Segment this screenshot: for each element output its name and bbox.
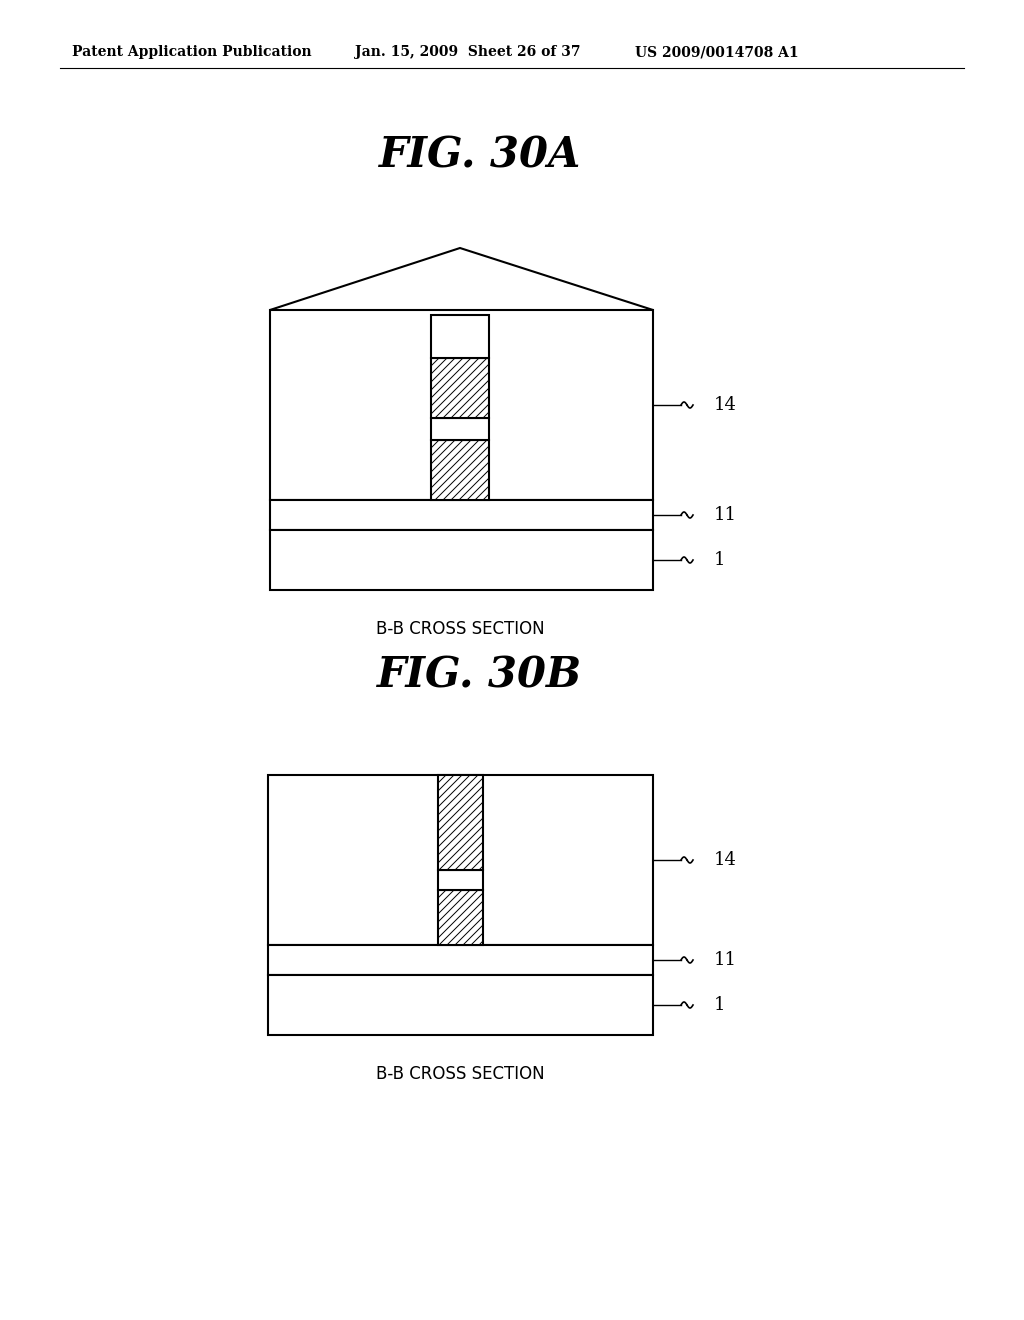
Bar [431, 440, 489, 500]
Text: 14: 14 [714, 851, 737, 869]
Text: 14: 14 [714, 396, 737, 414]
Text: 11: 11 [714, 506, 737, 524]
Text: FIG. 30A: FIG. 30A [379, 135, 582, 176]
Text: 11: 11 [714, 950, 737, 969]
Text: Jan. 15, 2009  Sheet 26 of 37: Jan. 15, 2009 Sheet 26 of 37 [355, 45, 581, 59]
Bar [270, 310, 653, 500]
Bar [431, 315, 489, 358]
Text: 1: 1 [714, 997, 725, 1014]
Bar [268, 975, 653, 1035]
Bar [431, 358, 489, 418]
Bar [268, 775, 653, 945]
Bar [438, 870, 483, 890]
Text: B-B CROSS SECTION: B-B CROSS SECTION [376, 620, 545, 638]
Text: 1: 1 [714, 550, 725, 569]
Bar [268, 945, 653, 975]
Bar [438, 775, 483, 870]
Text: FIG. 30B: FIG. 30B [378, 653, 583, 696]
Text: Patent Application Publication: Patent Application Publication [72, 45, 311, 59]
Bar [438, 890, 483, 945]
Bar [431, 418, 489, 440]
Text: B-B CROSS SECTION: B-B CROSS SECTION [376, 1065, 545, 1082]
Bar [270, 531, 653, 590]
Bar [270, 500, 653, 531]
Text: US 2009/0014708 A1: US 2009/0014708 A1 [635, 45, 799, 59]
